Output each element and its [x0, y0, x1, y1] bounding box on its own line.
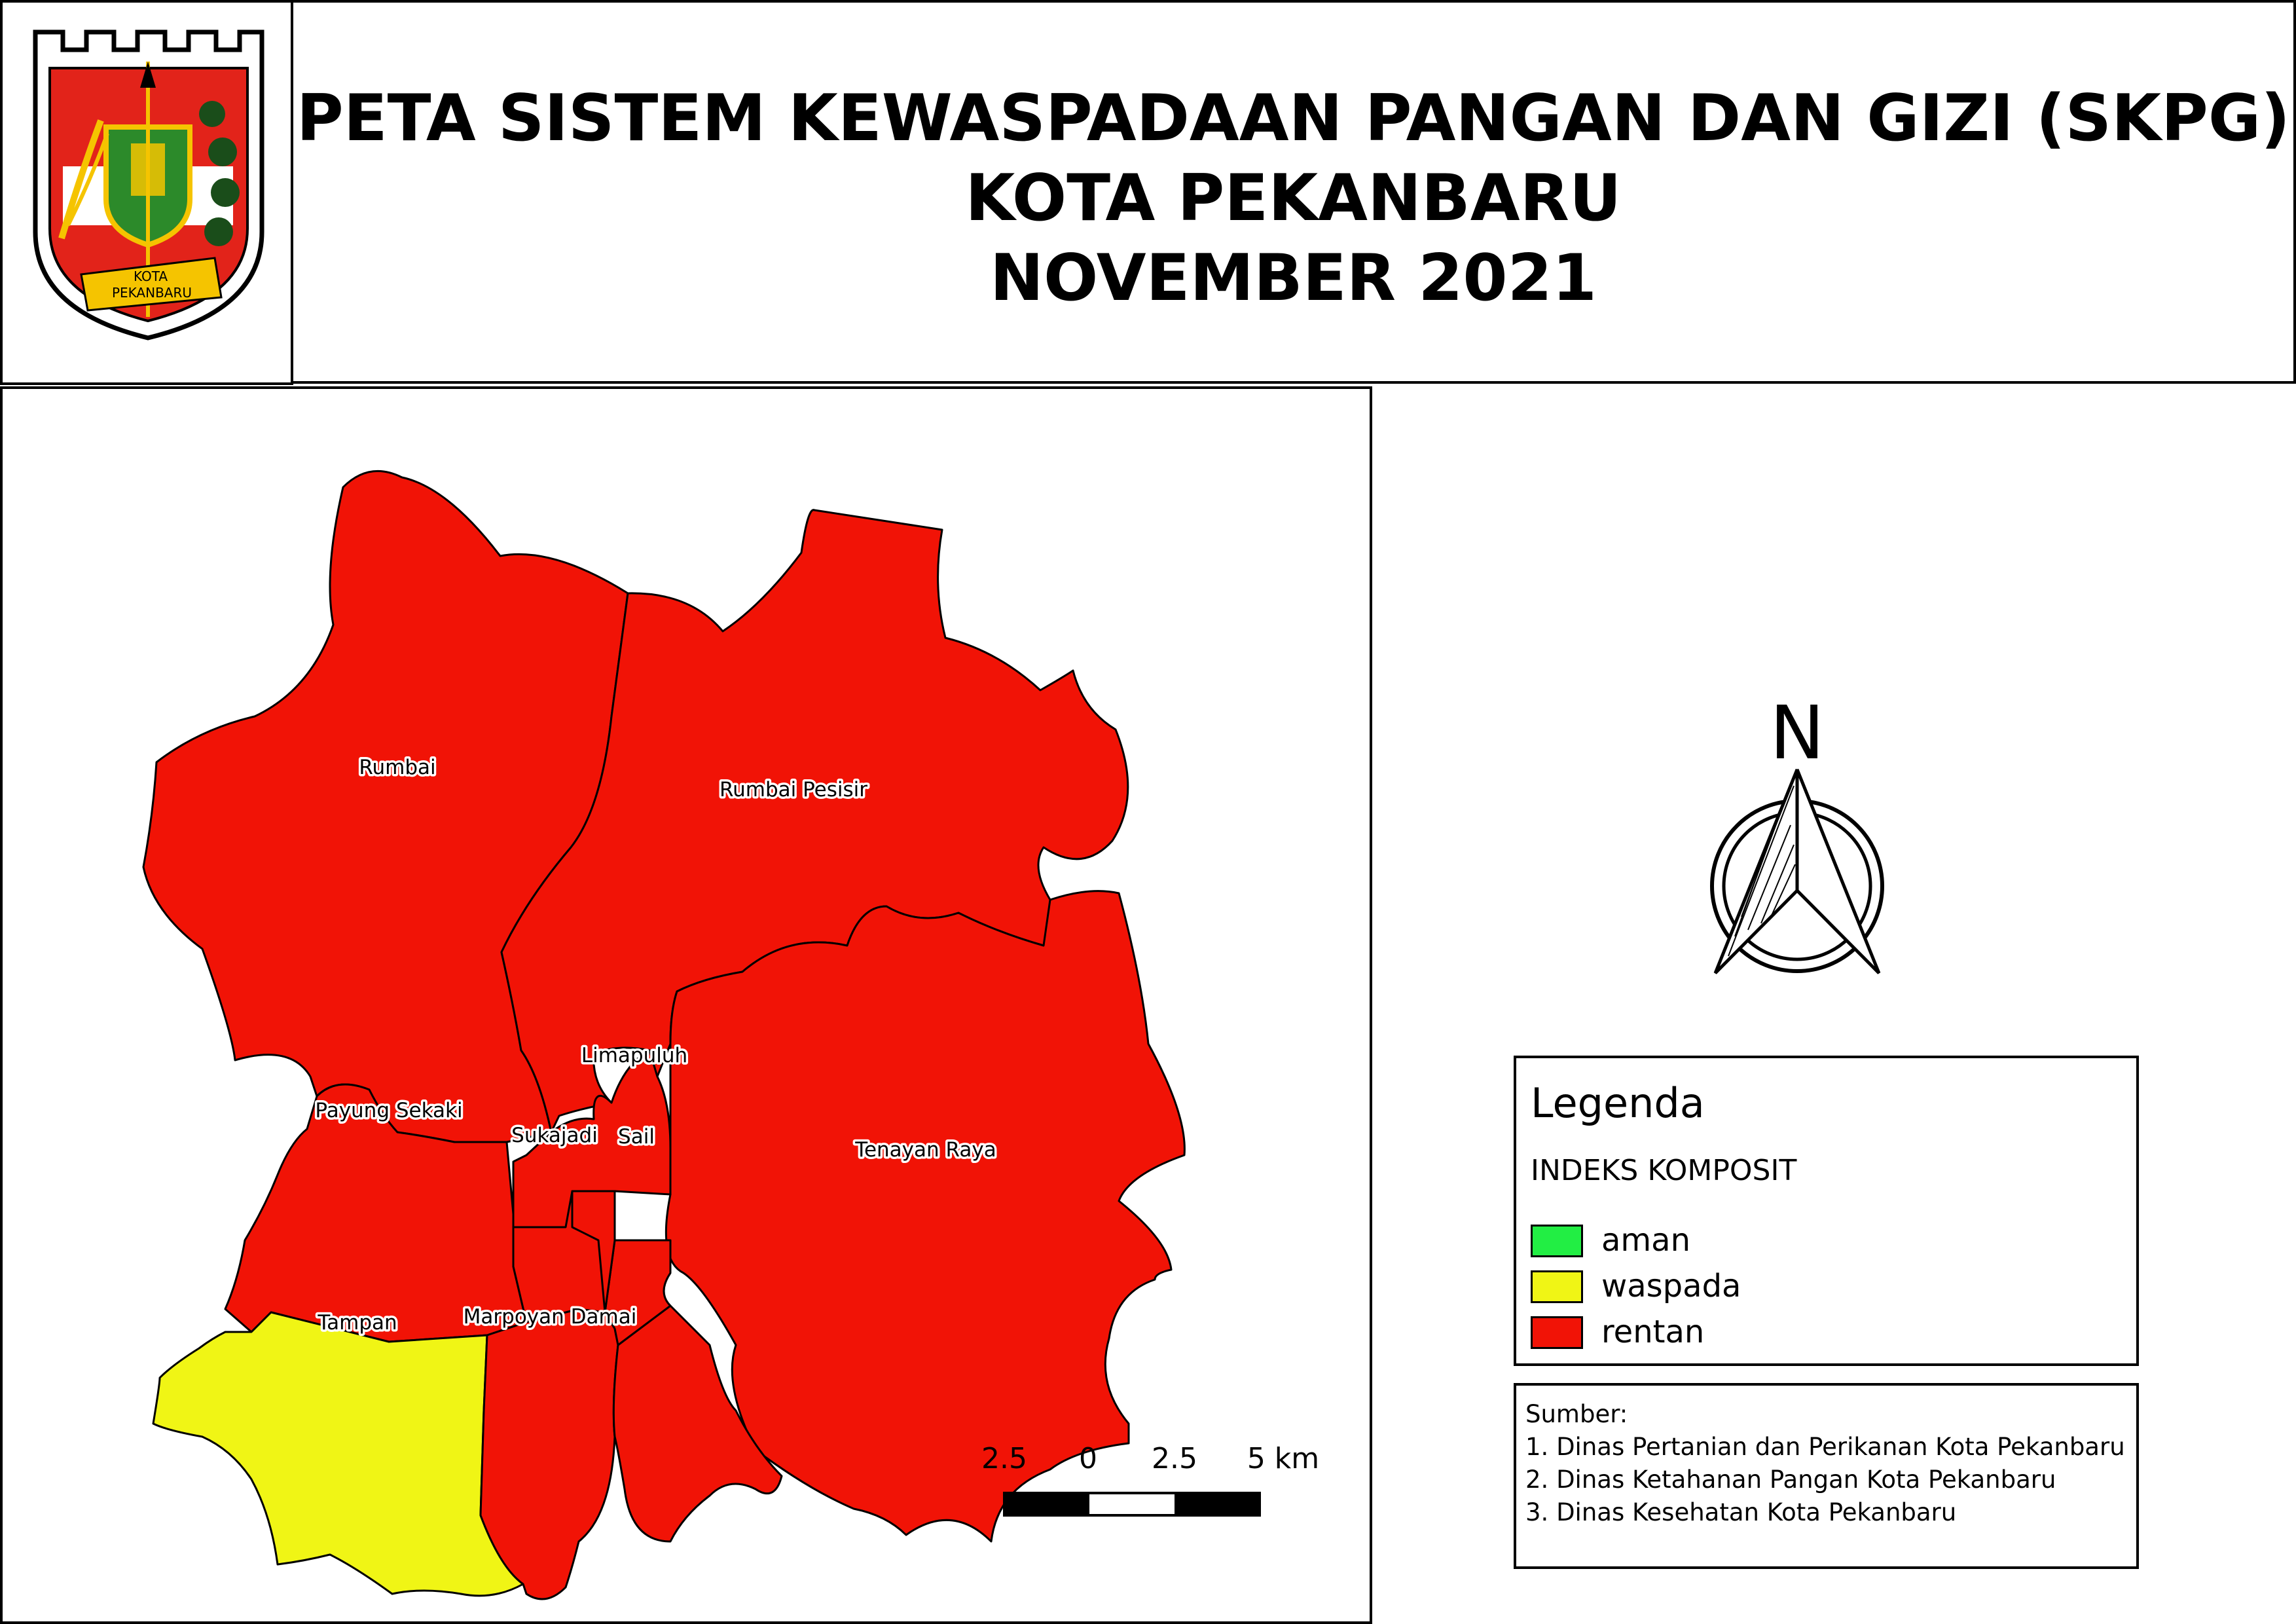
legend-panel: Legenda INDEKS KOMPOSIT aman waspada ren… — [1514, 1056, 2139, 1366]
legend-label-rentan: rentan — [1601, 1314, 1705, 1350]
district-map: Rumbai Rumbai Pesisir Limapuluh Payung S… — [142, 470, 1319, 1600]
page-subtitle-city: KOTA PEKANBARU — [965, 161, 1622, 236]
legend-swatch-waspada — [1531, 1270, 1583, 1303]
label-rumbai-pesisir: Rumbai Pesisir — [720, 778, 867, 802]
legend-subtitle: INDEKS KOMPOSIT — [1531, 1154, 1797, 1187]
page-title: PETA SISTEM KEWASPADAAN PANGAN DAN GIZI … — [296, 81, 2291, 156]
label-marpoyan-damai: Marpoyan Damai — [464, 1305, 637, 1329]
source-item-2: 2. Dinas Ketahanan Pangan Kota Pekanbaru — [1525, 1466, 2056, 1494]
label-tenayan-raya: Tenayan Raya — [854, 1138, 996, 1162]
source-item-1: 1. Dinas Pertanian dan Perikanan Kota Pe… — [1525, 1433, 2125, 1461]
district-tenayan-raya[interactable] — [665, 890, 1186, 1543]
district-limapuluh[interactable] — [512, 1049, 672, 1228]
scale-label-3: 2.5 — [1152, 1442, 1197, 1475]
district-senapelan[interactable] — [571, 1190, 616, 1314]
district-marpoyan-damai[interactable] — [479, 1308, 619, 1600]
label-rumbai: Rumbai — [359, 756, 435, 779]
logo-panel: KOTA PEKANBARU — [0, 0, 293, 385]
north-label: N — [1770, 691, 1825, 776]
label-sail: Sail — [618, 1125, 655, 1149]
title-panel: PETA SISTEM KEWASPADAAN PANGAN DAN GIZI … — [291, 0, 2296, 384]
scale-label-4: 5 km — [1247, 1442, 1319, 1475]
logo-banner-text-2: PEKANBARU — [112, 285, 192, 301]
legend-label-aman: aman — [1601, 1222, 1691, 1259]
label-tampan: Tampan — [317, 1311, 397, 1335]
label-payung-sekaki: Payung Sekaki — [315, 1099, 462, 1122]
legend-label-waspada: waspada — [1601, 1268, 1741, 1304]
scale-bar: 2.5 0 2.5 5 km — [981, 1442, 1319, 1517]
source-heading: Sumber: — [1525, 1400, 1628, 1428]
city-emblem-icon: KOTA PEKANBARU — [33, 29, 264, 341]
district-sail[interactable] — [604, 1239, 672, 1346]
district-marpoyan-east[interactable] — [612, 1304, 783, 1543]
district-tampan[interactable] — [152, 1311, 524, 1597]
label-limapuluh: Limapuluh — [581, 1044, 687, 1067]
north-arrow-icon: N — [1710, 691, 1884, 974]
legend-title: Legenda — [1531, 1079, 1705, 1127]
page-subtitle-date: NOVEMBER 2021 — [990, 241, 1597, 316]
legend-swatch-aman — [1531, 1225, 1583, 1257]
source-item-3: 3. Dinas Kesehatan Kota Pekanbaru — [1525, 1498, 1957, 1526]
district-payung-sekaki[interactable] — [224, 1083, 528, 1343]
source-panel: Sumber: 1. Dinas Pertanian dan Perikanan… — [1514, 1383, 2139, 1569]
map-panel: Rumbai Rumbai Pesisir Limapuluh Payung S… — [0, 386, 1372, 1624]
logo-banner-text-1: KOTA — [134, 268, 168, 284]
legend-swatch-rentan — [1531, 1316, 1583, 1349]
label-sukajadi: Sukajadi — [511, 1124, 598, 1147]
scale-label-2: 0 — [1079, 1442, 1097, 1475]
scale-label-1: 2.5 — [981, 1442, 1027, 1475]
